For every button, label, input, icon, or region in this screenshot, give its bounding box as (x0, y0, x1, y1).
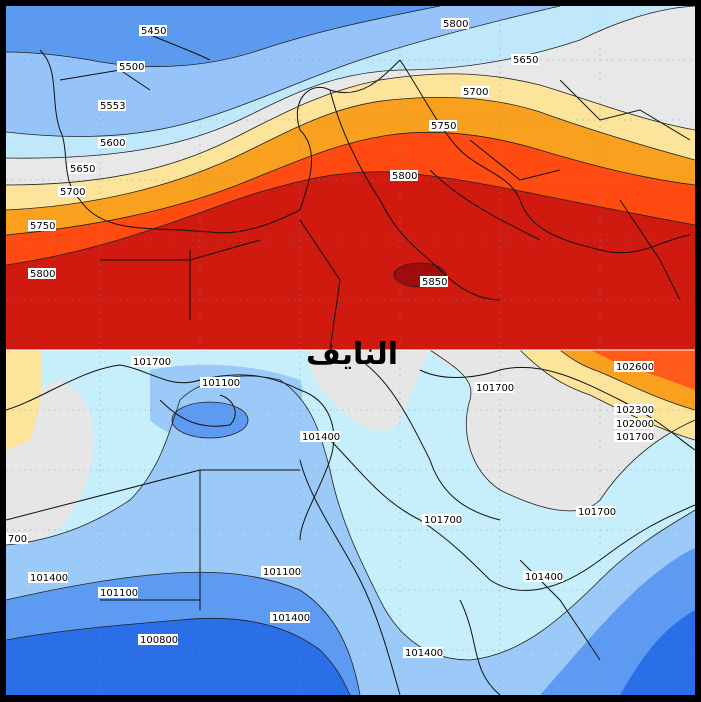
contour-label-text: 5800 (443, 19, 468, 30)
contour-label: 5700 (58, 186, 86, 198)
pressure-region-yellow-west (6, 350, 42, 450)
contour-label: 102300 (614, 404, 654, 416)
contour-label-text: 5800 (392, 171, 417, 182)
contour-label: 5800 (390, 170, 418, 182)
contour-label: 5553 (98, 100, 126, 112)
height-band-5550 (6, 6, 695, 137)
contour-label: 700 (6, 533, 28, 545)
contour-label: 5750 (429, 120, 457, 132)
contour-label-text: 101400 (30, 573, 68, 584)
contour-label: 5750 (28, 220, 56, 232)
contour-label: 101400 (270, 612, 310, 624)
contour-label-text: 5650 (70, 164, 95, 175)
contour-label-text: 5600 (100, 138, 125, 149)
height-band-5700 (6, 73, 695, 210)
contour-label-text: 101700 (578, 507, 616, 518)
contour-label-text: 5450 (141, 26, 166, 37)
contour-label-text: 5750 (431, 121, 456, 132)
contour-label: 5850 (420, 276, 448, 288)
contour-label-text: 101100 (100, 588, 138, 599)
bottom-contours (6, 350, 695, 695)
contour-label: 5600 (98, 137, 126, 149)
contour-label-text: 5700 (60, 187, 85, 198)
contour-label-text: 5850 (422, 277, 447, 288)
contour-label: 102600 (614, 361, 654, 373)
contour-label: 101400 (403, 647, 443, 659)
contour-label-text: 101400 (525, 572, 563, 583)
contour-label-text: 101400 (405, 648, 443, 659)
contour-label-text: 101700 (616, 432, 654, 443)
contour-label-text: 100800 (140, 635, 178, 646)
contour-label-text: 101700 (424, 515, 462, 526)
height-band-5600 (6, 6, 695, 159)
contour-label-text: 101700 (476, 383, 514, 394)
contour-label: 5700 (461, 86, 489, 98)
contour-label: 101100 (261, 566, 301, 578)
contour-label-text: 5700 (463, 87, 488, 98)
contour-label-text: 102600 (616, 362, 654, 373)
contour-label: 5800 (441, 18, 469, 30)
contour-label: 5450 (139, 25, 167, 37)
contour-label-text: 101400 (302, 432, 340, 443)
height-band-5800 (6, 132, 695, 265)
contour-label: 102000 (614, 418, 654, 430)
geopotential-height-map: 5450 5500 5553 5600 5650 5700 5750 5800 … (6, 6, 695, 350)
contour-label: 101400 (300, 431, 340, 443)
contour-label: 101400 (523, 571, 563, 583)
contour-label: 5500 (117, 61, 145, 73)
contour-label-text: 5750 (30, 221, 55, 232)
contour-label: 101700 (474, 382, 514, 394)
height-band-5500 (6, 6, 695, 67)
contour-label-text: 5500 (119, 62, 144, 73)
contour-label-text: 101100 (263, 567, 301, 578)
pressure-center-low (172, 402, 248, 438)
contour-label: 5650 (68, 163, 96, 175)
bottom-contour-labels: 101700 101100 101400 101700 102600 10230… (6, 356, 654, 659)
contour-label-text: 5553 (100, 101, 125, 112)
contour-label: 101700 (614, 431, 654, 443)
contour-label-text: 5650 (513, 55, 538, 66)
contour-label: 101700 (422, 514, 462, 526)
contour-label: 101700 (131, 356, 171, 368)
contour-label: 101400 (28, 572, 68, 584)
pressure-band-100800 (6, 618, 350, 695)
contour-label: 101700 (576, 506, 616, 518)
top-contours (6, 6, 695, 288)
contour-label-text: 101400 (272, 613, 310, 624)
contour-label-text: 700 (8, 534, 27, 545)
pressure-band-100800-east (620, 610, 695, 695)
contour-label-text: 5800 (30, 269, 55, 280)
contour-label-text: 102000 (616, 419, 654, 430)
contour-label: 101100 (98, 587, 138, 599)
contour-label-text: 101100 (202, 378, 240, 389)
height-band-5750 (6, 97, 695, 235)
contour-label-text: 101700 (133, 357, 171, 368)
sea-level-pressure-map: 101700 101100 101400 101700 102600 10230… (6, 350, 695, 695)
contour-label: 101100 (200, 377, 240, 389)
watermark-logo: النايف (306, 337, 398, 372)
top-contour-labels: 5450 5500 5553 5600 5650 5700 5750 5800 … (28, 18, 539, 288)
contour-label: 5650 (511, 54, 539, 66)
top-graticule (6, 6, 695, 350)
contour-label: 100800 (138, 634, 178, 646)
contour-label-text: 102300 (616, 405, 654, 416)
contour-label: 5800 (28, 268, 56, 280)
